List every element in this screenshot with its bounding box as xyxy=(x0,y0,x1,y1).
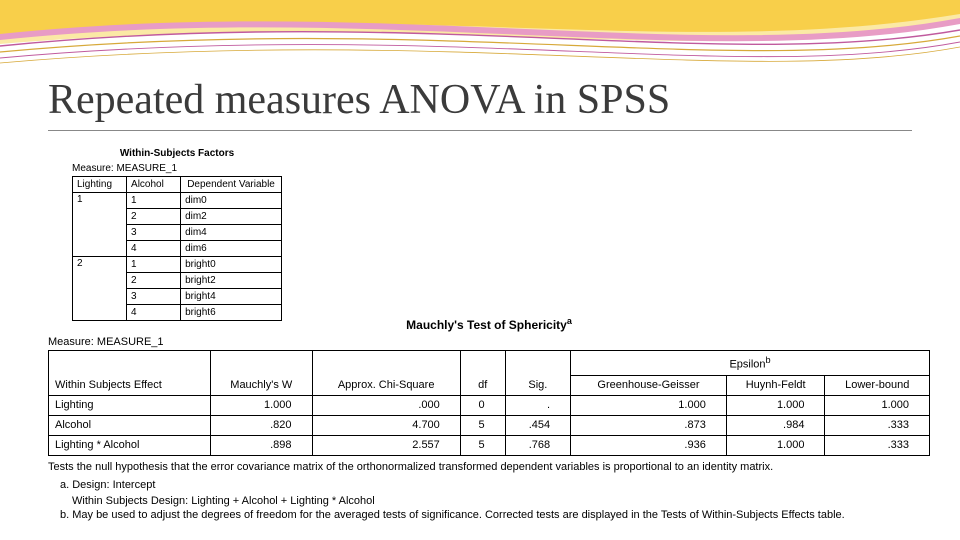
t1-dep-cell: dim6 xyxy=(181,241,282,257)
t2-effect-cell: Lighting * Alcohol xyxy=(49,435,211,455)
table2-title-sup: a xyxy=(567,316,572,326)
t2-h-effect: Within Subjects Effect xyxy=(49,351,211,396)
t2-w-cell: 1.000 xyxy=(211,395,312,415)
t1-dep-cell: bright0 xyxy=(181,257,282,273)
t1-h-dep: Dependent Variable xyxy=(181,177,282,193)
t1-dep-cell: bright4 xyxy=(181,289,282,305)
t2-chi-cell: 2.557 xyxy=(312,435,460,455)
t2-df-cell: 5 xyxy=(460,435,505,455)
t1-alcohol-cell: 2 xyxy=(127,209,181,225)
table1: Lighting Alcohol Dependent Variable 11di… xyxy=(72,176,282,321)
page-title: Repeated measures ANOVA in SPSS xyxy=(48,76,912,124)
t1-dep-cell: bright2 xyxy=(181,273,282,289)
t2-h-gg: Greenhouse-Geisser xyxy=(571,375,727,395)
footnote-main: Tests the null hypothesis that the error… xyxy=(48,460,930,474)
t2-hf-cell: 1.000 xyxy=(726,395,825,415)
footnote-a-line1: a. Design: Intercept xyxy=(48,478,930,492)
t2-chi-cell: .000 xyxy=(312,395,460,415)
table2: Within Subjects Effect Mauchly's W Appro… xyxy=(48,350,930,456)
t2-lb-cell: 1.000 xyxy=(825,395,930,415)
t2-df-cell: 5 xyxy=(460,415,505,435)
t1-h-lighting: Lighting xyxy=(73,177,127,193)
t2-sig-cell: .768 xyxy=(505,435,571,455)
t2-hf-cell: 1.000 xyxy=(726,435,825,455)
t2-h-lb: Lower-bound xyxy=(825,375,930,395)
table2-footnotes: Tests the null hypothesis that the error… xyxy=(48,460,930,522)
t2-gg-cell: .936 xyxy=(571,435,727,455)
t1-alcohol-cell: 3 xyxy=(127,289,181,305)
t1-dep-cell: dim0 xyxy=(181,193,282,209)
t1-lighting-cell: 2 xyxy=(73,257,127,321)
t1-alcohol-cell: 3 xyxy=(127,225,181,241)
t2-h-sig: Sig. xyxy=(505,351,571,396)
t2-sig-cell: . xyxy=(505,395,571,415)
t1-alcohol-cell: 1 xyxy=(127,193,181,209)
mauchly-test-table: Mauchly's Test of Sphericitya Measure: M… xyxy=(48,316,930,524)
t2-w-cell: .820 xyxy=(211,415,312,435)
within-subjects-factors-table: Within-Subjects Factors Measure: MEASURE… xyxy=(72,148,282,321)
t2-lb-cell: .333 xyxy=(825,415,930,435)
footnote-b: b. May be used to adjust the degrees of … xyxy=(48,508,930,522)
t2-h-eps-text: Epsilon xyxy=(729,359,765,371)
t1-lighting-cell: 1 xyxy=(73,193,127,257)
t2-gg-cell: .873 xyxy=(571,415,727,435)
t2-w-cell: .898 xyxy=(211,435,312,455)
t2-h-df: df xyxy=(460,351,505,396)
t1-alcohol-cell: 2 xyxy=(127,273,181,289)
table2-measure-label: Measure: MEASURE_1 xyxy=(48,336,930,348)
t1-alcohol-cell: 1 xyxy=(127,257,181,273)
t2-h-hf: Huynh-Feldt xyxy=(726,375,825,395)
t2-lb-cell: .333 xyxy=(825,435,930,455)
t2-h-eps-sup: b xyxy=(766,355,771,365)
t2-h-w: Mauchly's W xyxy=(211,351,312,396)
table2-title-text: Mauchly's Test of Sphericity xyxy=(406,318,567,332)
title-underline xyxy=(48,130,912,131)
t2-hf-cell: .984 xyxy=(726,415,825,435)
t2-df-cell: 0 xyxy=(460,395,505,415)
t2-effect-cell: Alcohol xyxy=(49,415,211,435)
title-block: Repeated measures ANOVA in SPSS xyxy=(48,76,912,131)
t2-sig-cell: .454 xyxy=(505,415,571,435)
t1-alcohol-cell: 4 xyxy=(127,241,181,257)
table2-title: Mauchly's Test of Sphericitya xyxy=(48,316,930,332)
t2-chi-cell: 4.700 xyxy=(312,415,460,435)
footnote-a-line2: Within Subjects Design: Lighting + Alcoh… xyxy=(48,494,930,508)
table1-title: Within-Subjects Factors xyxy=(72,148,282,159)
t2-h-eps: Epsilonb xyxy=(571,351,930,376)
t2-h-chi: Approx. Chi-Square xyxy=(312,351,460,396)
t1-h-alcohol: Alcohol xyxy=(127,177,181,193)
table1-measure-label: Measure: MEASURE_1 xyxy=(72,163,282,174)
t1-dep-cell: dim2 xyxy=(181,209,282,225)
t2-effect-cell: Lighting xyxy=(49,395,211,415)
t2-gg-cell: 1.000 xyxy=(571,395,727,415)
t1-dep-cell: dim4 xyxy=(181,225,282,241)
